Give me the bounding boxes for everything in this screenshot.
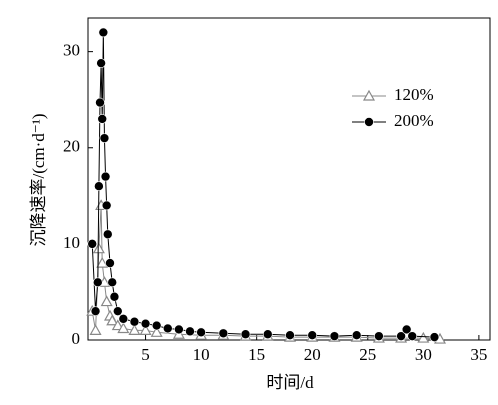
data-point	[92, 277, 103, 288]
data-point	[329, 331, 340, 341]
data-point	[112, 306, 123, 316]
y-tick-label: 20	[63, 137, 80, 156]
data-point	[151, 320, 162, 331]
data-point	[107, 277, 118, 288]
series-line	[91, 205, 441, 340]
data-point	[218, 328, 229, 339]
data-point	[117, 322, 130, 334]
data-point	[96, 256, 109, 268]
legend-marker	[362, 89, 376, 101]
data-point	[417, 331, 430, 343]
data-point	[97, 114, 108, 124]
data-point	[285, 330, 295, 340]
data-point	[374, 331, 384, 341]
data-point	[185, 326, 195, 337]
data-point	[307, 330, 318, 340]
data-point	[105, 258, 115, 268]
x-tick-label: 30	[415, 345, 432, 364]
data-point	[111, 319, 124, 331]
y-tick-label: 0	[72, 329, 81, 348]
data-point	[162, 323, 173, 334]
data-point	[87, 239, 98, 249]
data-point	[98, 27, 109, 38]
x-tick-label: 35	[470, 345, 487, 364]
x-tick-label: 5	[141, 345, 150, 364]
x-axis-label: 时间/d	[266, 373, 314, 392]
data-point	[174, 324, 184, 335]
plot-frame	[87, 17, 491, 341]
data-point	[89, 324, 102, 335]
data-point	[101, 200, 112, 211]
data-point	[118, 314, 129, 324]
x-tick-label: 20	[304, 345, 321, 364]
data-point	[92, 242, 105, 254]
data-point	[90, 306, 101, 316]
x-tick-label: 25	[359, 345, 376, 364]
data-point	[407, 331, 418, 341]
data-point	[129, 316, 140, 327]
x-tick-label: 10	[193, 345, 210, 364]
data-point	[262, 329, 273, 340]
y-tick-label: 30	[63, 41, 80, 60]
data-point	[102, 229, 113, 240]
data-point	[429, 332, 440, 342]
data-point	[94, 181, 104, 192]
data-point	[128, 324, 141, 335]
data-point	[140, 318, 151, 329]
data-point	[401, 324, 412, 335]
data-point	[95, 97, 105, 108]
data-point	[351, 330, 362, 340]
data-point	[150, 326, 163, 337]
y-axis-label: 沉降速率/(cm·d⁻¹)	[29, 113, 48, 246]
legend-label: 200%	[394, 111, 434, 130]
data-point	[240, 329, 251, 340]
data-point	[100, 295, 113, 307]
data-point	[396, 331, 406, 341]
y-tick-label: 10	[63, 233, 80, 252]
data-point	[139, 324, 152, 335]
data-point	[96, 58, 106, 68]
series-line	[91, 32, 435, 338]
data-point	[99, 133, 110, 143]
data-point	[109, 291, 120, 302]
data-point	[196, 327, 206, 338]
x-tick-label: 15	[248, 345, 265, 364]
data-point	[106, 314, 119, 326]
legend-label: 120%	[394, 85, 434, 104]
data-point	[100, 171, 111, 182]
legend-marker	[364, 117, 374, 127]
